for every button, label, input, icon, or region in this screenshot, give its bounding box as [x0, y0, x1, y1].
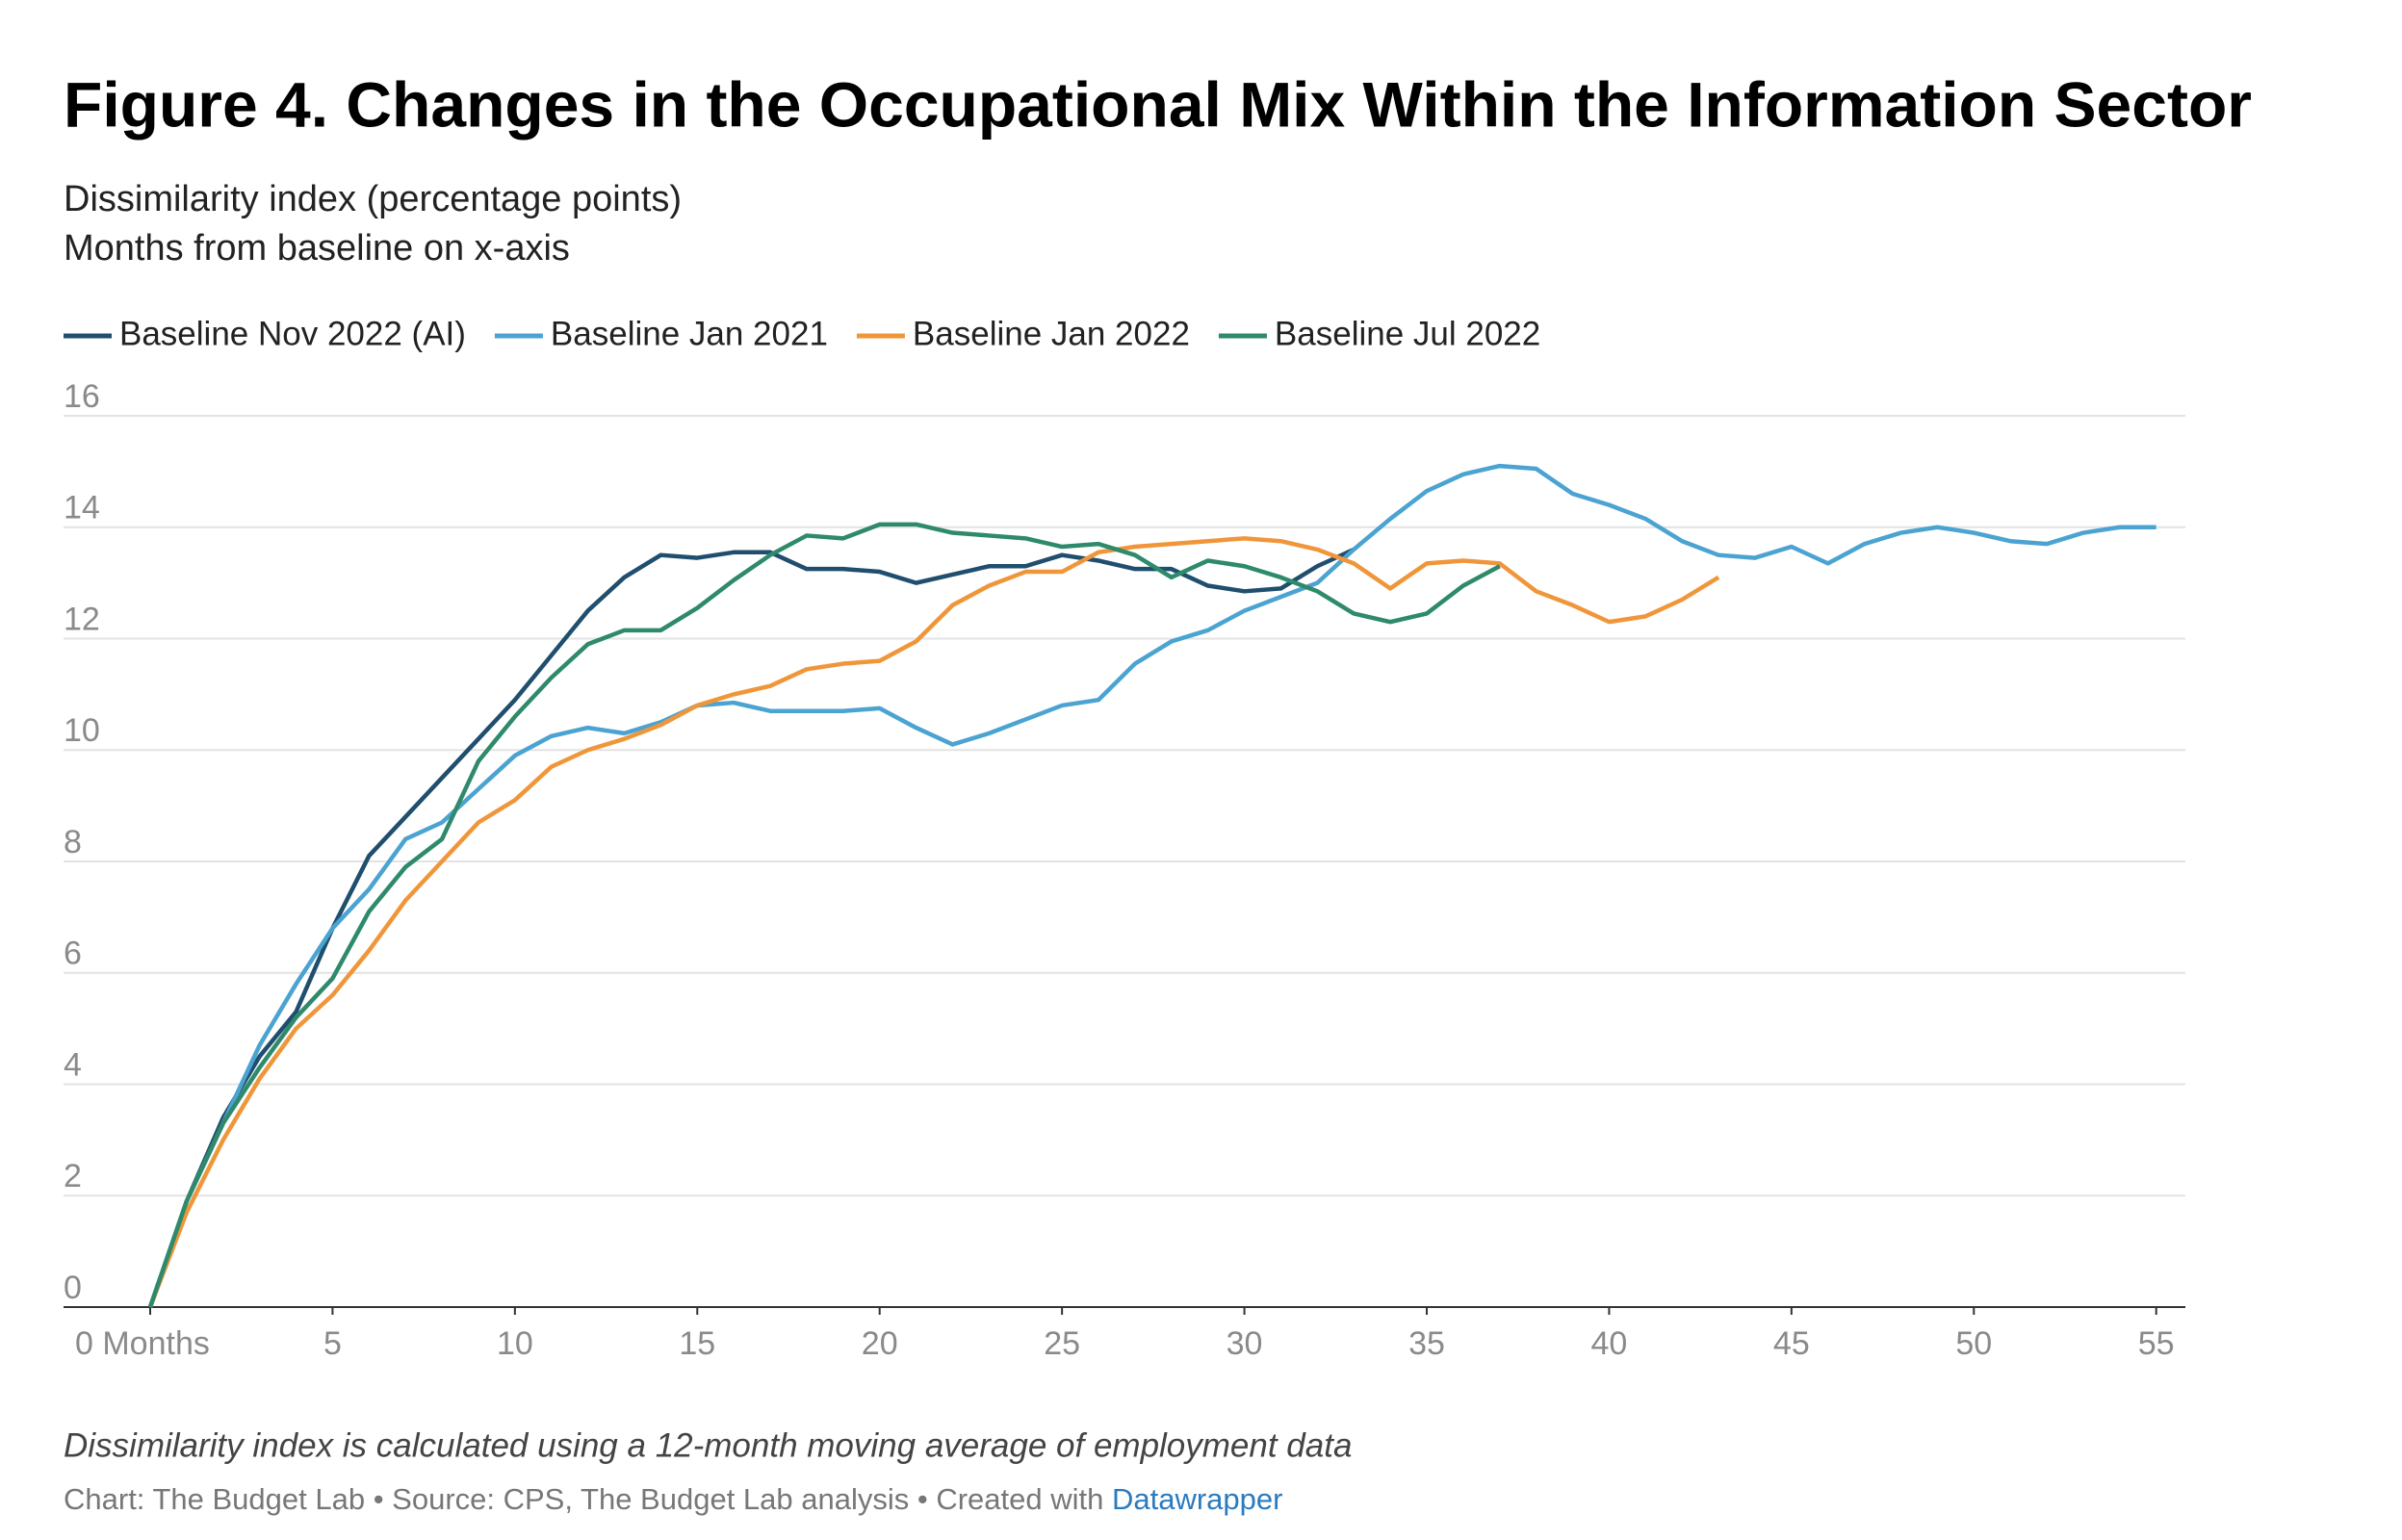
y-tick-label: 12	[64, 601, 100, 637]
legend-label: Baseline Jul 2022	[1275, 315, 1540, 352]
x-tick-label: 35	[1408, 1325, 1445, 1362]
legend-label: Baseline Jan 2021	[551, 315, 828, 352]
subtitle: Dissimilarity index (percentage points)	[64, 179, 682, 219]
source: Chart: The Budget Lab • Source: CPS, The…	[64, 1482, 1282, 1516]
legend-label: Baseline Nov 2022 (AI)	[119, 315, 466, 352]
x-tick-label: 20	[862, 1325, 898, 1362]
chart-title: Figure 4. Changes in the Occupational Mi…	[64, 68, 2252, 140]
y-tick-label: 8	[64, 824, 82, 860]
series-line	[147, 522, 1501, 1308]
series-line	[147, 547, 1356, 1308]
y-tick-label: 6	[64, 936, 82, 972]
x-tick-label: 50	[1955, 1325, 1992, 1362]
subtitle: Months from baseline on x-axis	[64, 228, 570, 269]
x-tick-label: 5	[323, 1325, 342, 1362]
x-tick-label: 25	[1044, 1325, 1080, 1362]
x-tick-label: 40	[1590, 1325, 1627, 1362]
legend-label: Baseline Jan 2022	[913, 315, 1190, 352]
x-tick-label: 15	[679, 1325, 715, 1362]
y-tick-label: 4	[64, 1046, 82, 1083]
y-tick-label: 0	[64, 1270, 82, 1306]
series-line	[147, 536, 1720, 1308]
y-tick-label: 14	[64, 490, 100, 526]
source-text: Chart: The Budget Lab • Source: CPS, The…	[64, 1482, 1112, 1516]
x-tick-label: 0 Months	[75, 1325, 210, 1362]
caption: Dissimilarity index is calculated using …	[64, 1426, 1352, 1464]
x-tick-label: 30	[1227, 1325, 1263, 1362]
source-link[interactable]: Datawrapper	[1112, 1482, 1282, 1516]
series-line	[147, 463, 2157, 1308]
x-tick-label: 10	[497, 1325, 533, 1362]
x-tick-label: 45	[1773, 1325, 1810, 1362]
x-tick-label: 55	[2138, 1325, 2175, 1362]
y-tick-label: 16	[64, 378, 100, 415]
y-tick-label: 10	[64, 712, 100, 749]
y-tick-label: 2	[64, 1158, 82, 1194]
